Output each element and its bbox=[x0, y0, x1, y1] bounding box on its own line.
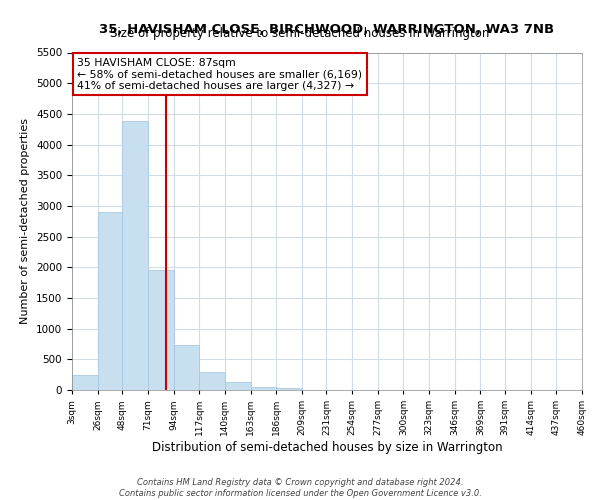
Text: Size of property relative to semi-detached houses in Warrington: Size of property relative to semi-detach… bbox=[110, 28, 490, 40]
Bar bbox=[148, 270, 173, 390]
X-axis label: Distribution of semi-detached houses by size in Warrington: Distribution of semi-detached houses by … bbox=[152, 441, 502, 454]
Bar bbox=[122, 121, 148, 390]
Bar bbox=[72, 376, 98, 390]
Text: Contains HM Land Registry data © Crown copyright and database right 2024.
Contai: Contains HM Land Registry data © Crown c… bbox=[119, 478, 481, 498]
Bar bbox=[199, 372, 225, 390]
Text: 35 HAVISHAM CLOSE: 87sqm
← 58% of semi-detached houses are smaller (6,169)
41% o: 35 HAVISHAM CLOSE: 87sqm ← 58% of semi-d… bbox=[77, 58, 362, 91]
Bar bbox=[276, 388, 302, 390]
Bar bbox=[173, 345, 199, 390]
Bar bbox=[225, 382, 251, 390]
Y-axis label: Number of semi-detached properties: Number of semi-detached properties bbox=[20, 118, 31, 324]
Bar bbox=[98, 212, 122, 390]
Title: 35, HAVISHAM CLOSE, BIRCHWOOD, WARRINGTON, WA3 7NB: 35, HAVISHAM CLOSE, BIRCHWOOD, WARRINGTO… bbox=[100, 23, 554, 36]
Bar bbox=[251, 386, 276, 390]
